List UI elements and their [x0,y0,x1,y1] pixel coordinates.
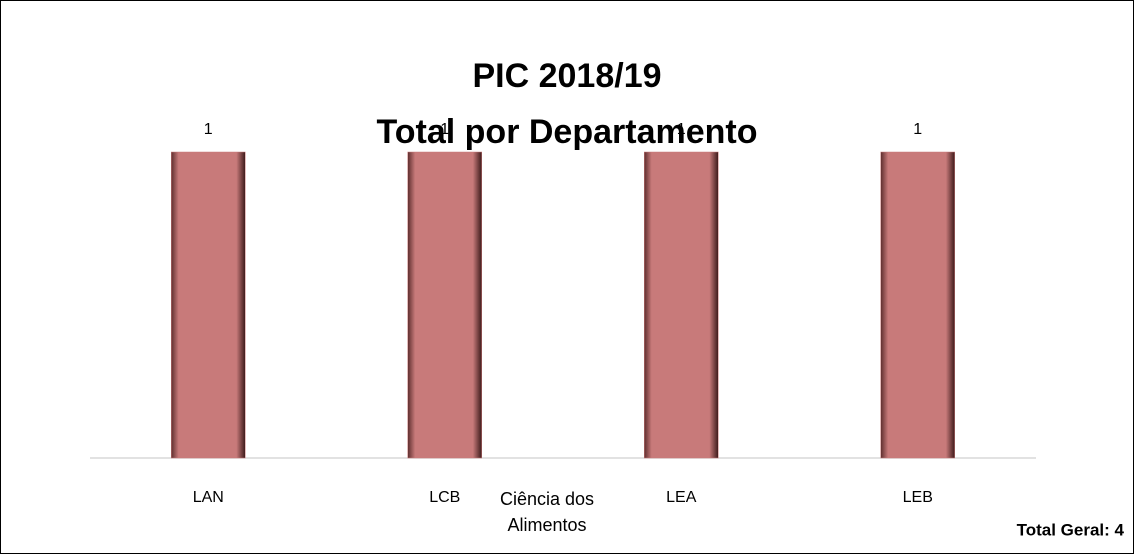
x-tick-label: LAN [193,489,224,506]
bar [644,151,719,459]
bar [880,151,955,459]
data-label: 1 [440,121,449,138]
data-label: 1 [913,121,922,138]
x-tick-label: LEB [903,489,933,506]
bar [171,151,246,459]
bar [407,151,482,459]
x-axis-label: Ciência dos Alimentos [499,489,595,535]
data-label: 1 [677,121,686,138]
x-tick-label: LCB [429,489,460,506]
chart-title: PIC 2018/19 [472,57,661,95]
x-tick-label: LEA [666,489,697,506]
data-label: 1 [204,121,213,138]
chart-subtitle: Total por Departamento [377,113,758,151]
annotation: Total Geral: 4 [1017,520,1125,539]
